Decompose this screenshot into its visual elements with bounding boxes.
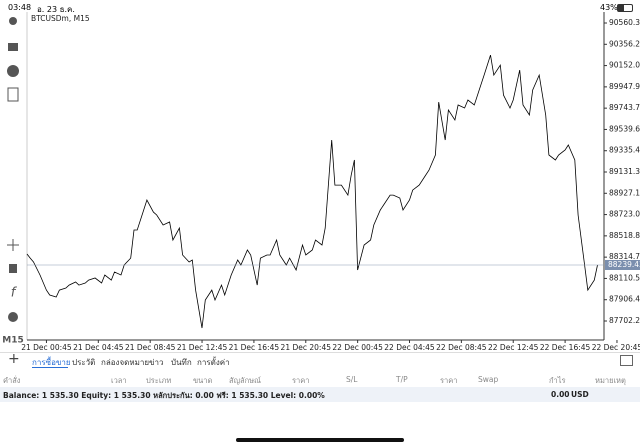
x-tick-label: 21 Dec 12:45 — [177, 343, 228, 352]
currency: USD — [571, 390, 589, 399]
x-tick-label: 22 Dec 08:45 — [436, 343, 487, 352]
y-tick-label: 89947.90 — [609, 82, 640, 91]
y-tick-label: 88110.55 — [609, 273, 640, 282]
tab[interactable]: กล่องจดหมาย — [101, 358, 150, 367]
total-profit: 0.00 — [551, 390, 570, 399]
timeframe-button[interactable]: M15 — [2, 336, 23, 346]
y-tick-label: 89539.60 — [609, 124, 640, 133]
y-tick-label: 90152.05 — [609, 61, 640, 70]
divider — [0, 352, 640, 353]
y-tick-label: 89743.75 — [609, 103, 640, 112]
chat-icon[interactable] — [7, 65, 19, 77]
column-header: T/P — [396, 375, 408, 384]
x-tick-label: 22 Dec 04:45 — [384, 343, 435, 352]
y-tick-label: 90356.20 — [609, 39, 640, 48]
column-header: ประเภท — [146, 376, 172, 385]
y-tick-label: 90560.35 — [609, 18, 640, 27]
crosshair-icon[interactable] — [7, 239, 19, 251]
tab[interactable]: การตั้งค่า — [197, 358, 230, 367]
column-header: ราคา — [292, 376, 310, 385]
column-header: Swap — [478, 375, 499, 384]
tab[interactable]: ข่าว — [149, 358, 164, 367]
trade-icon[interactable] — [8, 43, 18, 51]
date: อ. 23 ธ.ค. — [37, 5, 75, 14]
objects-icon[interactable] — [8, 312, 18, 322]
summary-row — [0, 387, 640, 402]
y-tick-label: 87702.25 — [609, 316, 640, 325]
y-tick-label: 89131.30 — [609, 167, 640, 176]
account-summary: Balance: 1 535.30 Equity: 1 535.30 หลักป… — [3, 391, 325, 400]
add-button[interactable]: + — [8, 351, 20, 367]
account-icon[interactable] — [9, 17, 17, 25]
panel-toggle[interactable] — [620, 355, 633, 366]
active-tab-underline — [32, 367, 68, 368]
home-indicator — [236, 438, 404, 442]
column-header: S/L — [346, 375, 358, 384]
x-tick-label: 22 Dec 20:45 — [592, 343, 640, 352]
column-header: คำสั่ง — [3, 376, 21, 385]
column-header: เวลา — [111, 376, 127, 385]
x-tick-label: 21 Dec 08:45 — [125, 343, 176, 352]
x-tick-label: 21 Dec 16:45 — [229, 343, 280, 352]
indicator-icon[interactable] — [9, 264, 17, 273]
tab[interactable]: บันทึก — [171, 358, 192, 367]
y-tick-label: 88927.15 — [609, 188, 640, 197]
column-header: ขนาด — [193, 376, 213, 385]
last-price-label: 88239.43 — [608, 260, 640, 269]
x-tick-label: 22 Dec 12:45 — [488, 343, 539, 352]
y-tick-label: 88314.70 — [609, 252, 640, 261]
new-chart-icon[interactable] — [7, 87, 19, 102]
y-tick-label: 89335.45 — [609, 146, 640, 155]
battery-level: 43% — [600, 3, 618, 12]
x-tick-label: 21 Dec 20:45 — [281, 343, 332, 352]
x-tick-label: 22 Dec 16:45 — [540, 343, 591, 352]
last-price-box — [605, 259, 640, 270]
symbol-label: BTCUSDm, M15 — [31, 14, 90, 23]
function-icon[interactable]: f — [11, 286, 18, 301]
chart: f M15 BTCUSDm, M15 87702.25 87906.40 88110… — [2, 12, 640, 352]
battery-icon — [617, 4, 633, 12]
column-header: สัญลักษณ์ — [229, 376, 262, 385]
y-tick-label: 87906.40 — [609, 295, 640, 304]
tab[interactable]: การซื้อขาย — [32, 358, 71, 367]
y-tick-label: 88723.00 — [609, 210, 640, 219]
column-header: หมายเหตุ — [595, 376, 626, 385]
left-toolbar[interactable]: f — [7, 17, 19, 322]
price-line — [26, 54, 598, 329]
tab[interactable]: ประวัติ — [72, 358, 96, 367]
y-tick-label: 88518.85 — [609, 231, 640, 240]
x-tick-label: 21 Dec 04:45 — [73, 343, 124, 352]
x-tick-label: 21 Dec 00:45 — [21, 343, 72, 352]
column-header: กำไร — [549, 376, 566, 385]
clock: 03:48 — [8, 3, 32, 12]
x-tick-label: 22 Dec 00:45 — [332, 343, 383, 352]
column-header: ราคา — [440, 376, 458, 385]
